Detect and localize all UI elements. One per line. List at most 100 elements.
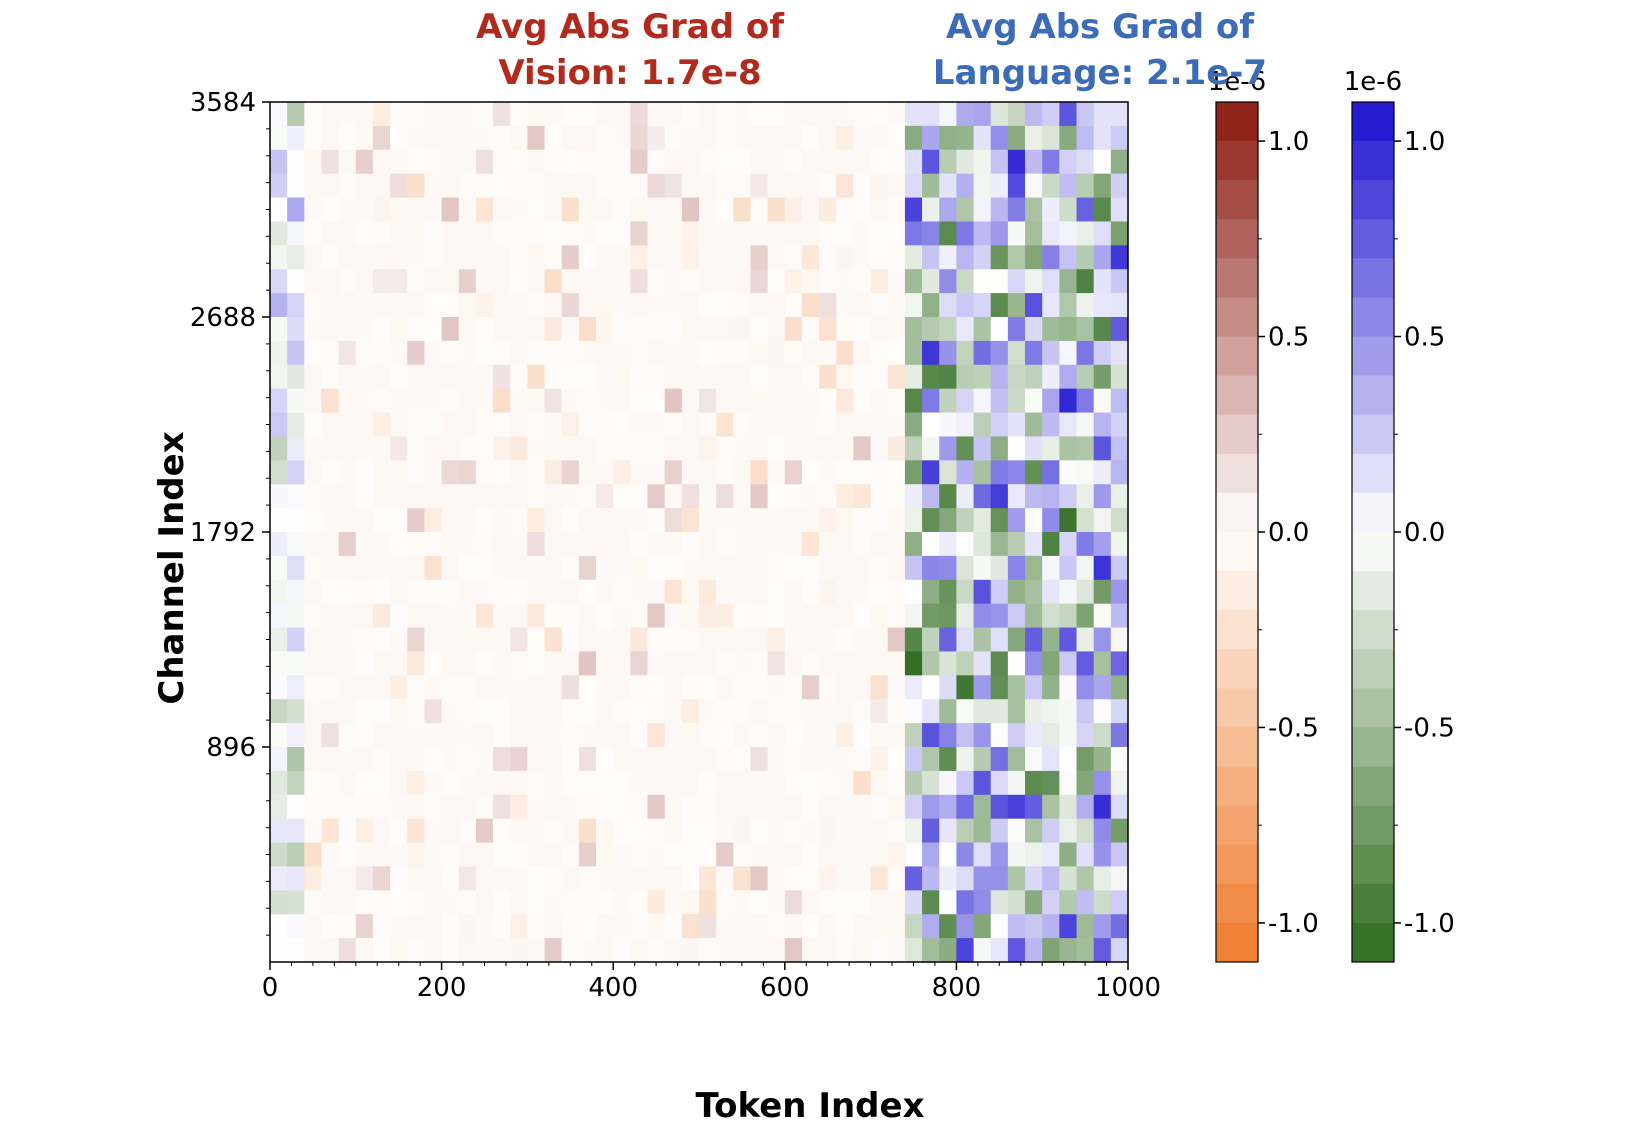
heatmap-cell [544, 842, 563, 867]
heatmap-cell [990, 340, 1009, 366]
heatmap-cell [767, 221, 786, 246]
heatmap-cell [973, 412, 992, 437]
heatmap-cell [1059, 245, 1078, 270]
heatmap-cell [664, 579, 683, 605]
heatmap-cell [750, 627, 769, 652]
heatmap-cell [338, 770, 357, 796]
heatmap-cell [767, 579, 786, 605]
heatmap-cell [510, 484, 528, 509]
heatmap-cell [1110, 269, 1129, 294]
heatmap-cell [372, 794, 391, 820]
heatmap-cell [441, 914, 460, 939]
heatmap-cell [853, 938, 872, 963]
colorbar-segment [1216, 805, 1258, 846]
colorbar-tick-label: -0.5 [1268, 713, 1319, 743]
heatmap-cell [716, 532, 734, 557]
heatmap-cell [544, 125, 563, 151]
heatmap-cell [973, 938, 992, 963]
heatmap-cell [578, 436, 597, 461]
heatmap-cell [733, 388, 751, 414]
heatmap-cell [475, 723, 494, 748]
heatmap-cell [527, 293, 546, 318]
heatmap-cell [510, 723, 528, 748]
heatmap-cell [355, 460, 374, 485]
heatmap-cell [458, 579, 477, 605]
heatmap-cell [355, 938, 374, 963]
heatmap-cell [681, 412, 700, 437]
heatmap-cell [424, 102, 443, 127]
heatmap-cell [904, 388, 923, 414]
heatmap-cell [681, 269, 700, 294]
heatmap-cell [596, 340, 614, 366]
heatmap-cell [801, 269, 820, 294]
heatmap-cell [338, 603, 357, 629]
heatmap-cell [1076, 460, 1095, 485]
heatmap-cell [510, 197, 528, 222]
heatmap-cell [647, 579, 666, 605]
heatmap-cell [441, 842, 460, 867]
heatmap-cell [1042, 269, 1060, 294]
heatmap-cell [664, 555, 683, 581]
heatmap-cell [1110, 866, 1129, 891]
heatmap-cell [321, 317, 340, 342]
heatmap-cell [870, 293, 889, 318]
heatmap-cell [510, 770, 528, 796]
heatmap-cell [544, 532, 563, 557]
heatmap-cell [493, 555, 511, 581]
heatmap-cell [939, 125, 957, 151]
heatmap-cell [1025, 197, 1043, 222]
heatmap-cell [973, 532, 992, 557]
heatmap-cell [767, 603, 786, 629]
heatmap-cell [304, 675, 322, 700]
heatmap-cell [287, 340, 305, 366]
heatmap-cell [338, 651, 357, 676]
heatmap-cell [973, 579, 992, 605]
heatmap-cell [716, 293, 734, 318]
heatmap-cell [613, 197, 631, 222]
heatmap-cell [801, 890, 820, 915]
heatmap-cell [887, 651, 906, 676]
heatmap-cell [458, 508, 477, 533]
heatmap-cell [510, 293, 528, 318]
heatmap-cell [510, 866, 528, 891]
heatmap-cell [630, 102, 649, 127]
heatmap-cell [939, 412, 957, 437]
heatmap-cell [699, 412, 717, 437]
heatmap-cell [750, 603, 769, 629]
heatmap-cell [338, 675, 357, 700]
heatmap-cell [1059, 747, 1078, 772]
colorbar-segment [1216, 844, 1258, 885]
heatmap-cell [853, 317, 872, 342]
heatmap-cell [613, 388, 631, 414]
heatmap-cell [321, 197, 340, 222]
heatmap-cell [355, 125, 374, 151]
heatmap-cell [372, 770, 391, 796]
heatmap-cell [1110, 603, 1129, 629]
heatmap-cell [922, 627, 940, 652]
heatmap-cell [458, 651, 477, 676]
heatmap-cell [956, 460, 975, 485]
heatmap-cell [561, 866, 580, 891]
heatmap-cell [836, 842, 854, 867]
heatmap-cell [287, 603, 305, 629]
heatmap-cell [716, 699, 734, 724]
heatmap-cell [287, 747, 305, 772]
heatmap-cell [647, 340, 666, 366]
heatmap-cell [870, 197, 889, 222]
heatmap-cell [990, 508, 1009, 533]
heatmap-cell [870, 388, 889, 414]
heatmap-cell [424, 770, 443, 796]
heatmap-cell [664, 866, 683, 891]
heatmap-cell [475, 938, 494, 963]
heatmap-cell [750, 125, 769, 151]
heatmap-cell [647, 460, 666, 485]
heatmap-cell [441, 579, 460, 605]
x-tick-label: 0 [262, 973, 279, 1003]
heatmap-cell [904, 579, 923, 605]
y-tick-label: 2688 [190, 303, 256, 333]
vision-annotation-line1: Avg Abs Grad of [475, 7, 785, 47]
heatmap-cell [904, 627, 923, 652]
heatmap-cell [956, 627, 975, 652]
heatmap-cell [458, 866, 477, 891]
